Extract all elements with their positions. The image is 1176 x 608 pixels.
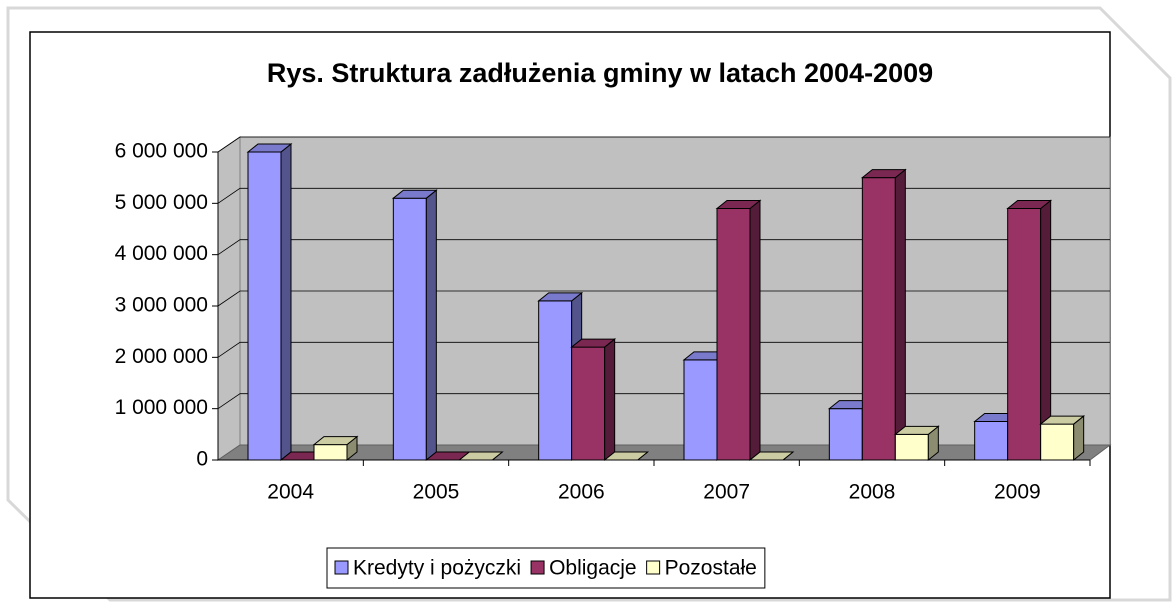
- bar-shade: [750, 452, 793, 460]
- bar: [247, 151, 282, 461]
- grid-line: [217, 393, 1110, 409]
- bar: [683, 359, 718, 461]
- bar-shade: [248, 144, 291, 152]
- x-tick-label: 2008: [849, 481, 896, 504]
- bar-shade: [604, 452, 648, 460]
- bar-shade: [974, 413, 1018, 422]
- bar-top: [860, 169, 907, 179]
- bar-shade: [604, 339, 615, 460]
- y-tick-label: 3 000 000: [115, 294, 208, 317]
- bar: [313, 444, 348, 461]
- grid-line: [217, 136, 1110, 153]
- bar-shade: [393, 190, 437, 199]
- bar: [974, 421, 1009, 461]
- x-tick-label: 2007: [703, 481, 750, 504]
- legend-label: Kredyty i pożyczki: [353, 557, 521, 580]
- grid-line: [217, 239, 1110, 255]
- bar-shade: [862, 169, 906, 178]
- bar-shade: [281, 144, 291, 460]
- bar-top: [312, 436, 359, 446]
- bar-top: [715, 199, 762, 209]
- bar-top: [1006, 199, 1053, 209]
- bar-shade: [1073, 416, 1084, 460]
- legend-swatch: [530, 560, 545, 575]
- y-tick-label: 1 000 000: [115, 396, 208, 419]
- bar-shade: [426, 452, 470, 460]
- grid-line: [217, 187, 1110, 204]
- x-tick-label: 2004: [267, 481, 314, 504]
- bar-shade: [281, 452, 324, 460]
- y-tick-label: 6 000 000: [115, 140, 208, 163]
- bar-top: [748, 451, 795, 461]
- bar-top: [1039, 415, 1086, 425]
- y-tick-label: 5 000 000: [115, 191, 208, 214]
- grid-line: [217, 290, 1110, 307]
- x-tick-label: 2006: [558, 481, 605, 504]
- legend-swatch: [334, 560, 349, 575]
- bar: [861, 177, 896, 461]
- bar-top: [537, 292, 584, 302]
- legend-swatch: [646, 560, 661, 575]
- chart-title: Rys. Struktura zadłużenia gminy w latach…: [267, 58, 933, 88]
- y-tick-label: 0: [196, 448, 208, 471]
- legend: Kredyty i pożyczki Obligacje Pozostałe: [326, 547, 766, 589]
- bar: [392, 197, 427, 461]
- bar-shade: [314, 436, 357, 445]
- x-tick-label: 2005: [413, 481, 460, 504]
- bar: [1007, 207, 1042, 461]
- bar-top: [893, 425, 940, 435]
- bar-top: [391, 189, 438, 199]
- bar-shade: [928, 426, 939, 460]
- bar-shade: [895, 169, 906, 460]
- y-tick-label: 2 000 000: [115, 345, 208, 368]
- bar: [1040, 423, 1075, 461]
- bar: [571, 346, 606, 461]
- bar-top: [457, 451, 504, 461]
- bar-shade: [571, 339, 615, 348]
- bar-top: [570, 338, 617, 348]
- x-tick-label: 2009: [994, 481, 1041, 504]
- bar-shade: [684, 351, 727, 360]
- legend-label: Pozostałe: [665, 557, 757, 580]
- bar-shade: [347, 436, 357, 460]
- bar-shade: [459, 452, 503, 460]
- bar: [538, 300, 573, 461]
- bar: [716, 207, 751, 461]
- bar-shade: [1040, 200, 1051, 460]
- bar-shade: [895, 426, 939, 435]
- bar-shade: [426, 190, 437, 460]
- legend-label: Obligacje: [549, 557, 637, 580]
- bar: [828, 408, 863, 461]
- bar-shade: [538, 292, 582, 301]
- y-tick-label: 4 000 000: [115, 242, 208, 265]
- bar-shade: [1007, 200, 1051, 209]
- bar-shade: [829, 400, 873, 409]
- legend-frame: [326, 547, 766, 589]
- grid-line: [217, 341, 1110, 358]
- bar: [894, 433, 929, 461]
- bar-shade: [717, 200, 760, 209]
- bar-top: [603, 451, 650, 461]
- bar-top: [246, 143, 293, 153]
- bar-shade: [1040, 416, 1084, 425]
- bar-shade: [750, 200, 760, 460]
